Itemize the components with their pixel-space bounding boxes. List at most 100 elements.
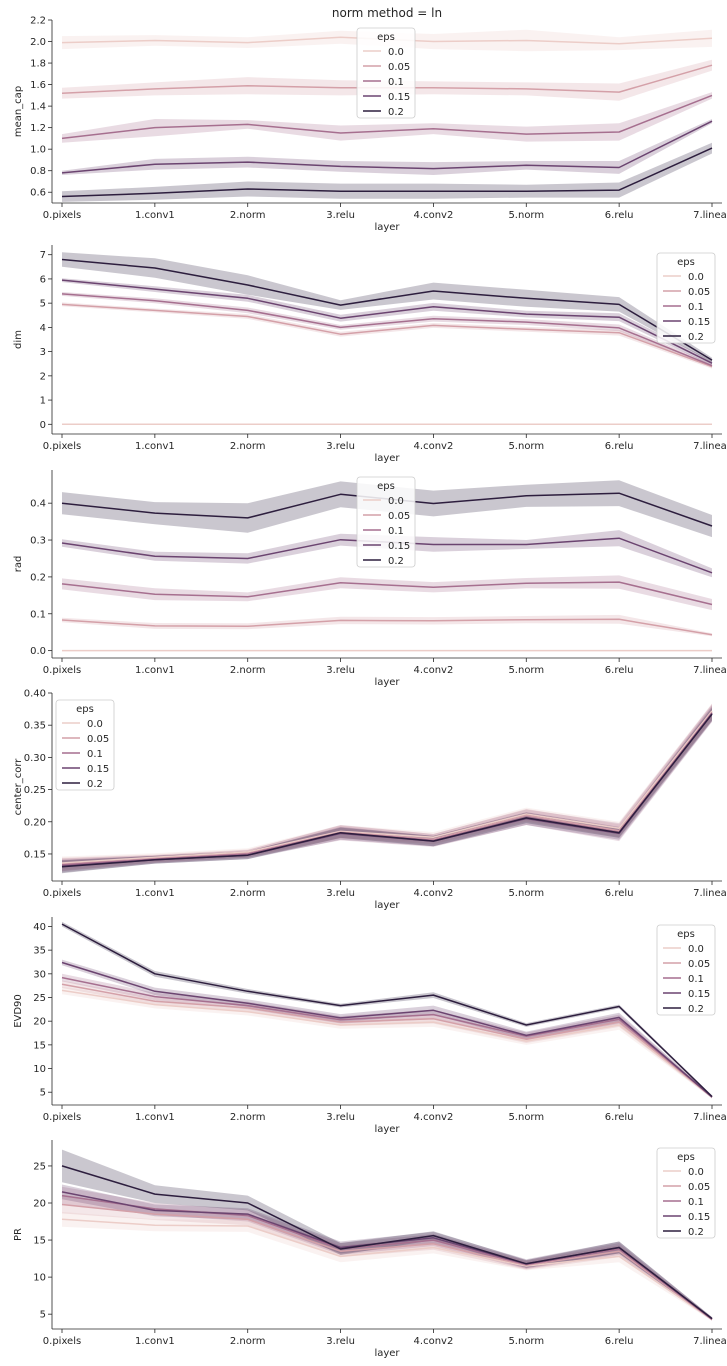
x-tick-label: 2.norm — [230, 888, 266, 899]
legend-entry-0.15: 0.15 — [388, 541, 410, 552]
series-line-0.1 — [61, 94, 713, 140]
x-tick-label: 0.pixels — [43, 888, 81, 899]
x-tick-label: 2.norm — [230, 210, 266, 221]
x-tick-label: 6.relu — [605, 888, 634, 899]
x-axis-label: layer — [374, 453, 400, 464]
legend-entry-0.1: 0.1 — [388, 526, 404, 537]
figure-title: norm method = ln — [332, 6, 442, 20]
x-tick-label: 3.relu — [326, 210, 355, 221]
confidence-band-0.1 — [62, 575, 712, 611]
legend: eps 0.0 0.05 0.1 0.15 0.2 — [356, 27, 416, 119]
x-tick-label: 1.conv1 — [135, 888, 175, 899]
confidence-band-0.2 — [62, 707, 712, 874]
legend-entry-0.2: 0.2 — [688, 332, 704, 343]
y-tick-label: 15 — [33, 1236, 46, 1247]
legend-entry-0.1: 0.1 — [688, 974, 704, 985]
x-axis-label: layer — [374, 900, 400, 911]
y-tick-label: 0.35 — [24, 721, 46, 732]
x-tick-label: 3.relu — [326, 441, 355, 452]
legend-entry-0.0: 0.0 — [388, 496, 404, 507]
confidence-band-0.1 — [62, 92, 712, 143]
x-tick-label: 7.linear — [693, 1112, 727, 1123]
x-tick-label: 2.norm — [230, 1112, 266, 1123]
confidence-band-0.15 — [62, 119, 712, 175]
y-tick-label: 1.8 — [30, 59, 46, 70]
series-line-0.15 — [61, 279, 713, 364]
series-line-0.05 — [61, 618, 713, 636]
x-tick-label: 0.pixels — [43, 665, 81, 676]
confidence-band-0.15 — [62, 705, 712, 873]
y-tick-label: 20 — [33, 1199, 46, 1210]
x-tick-label: 0.pixels — [43, 441, 81, 452]
confidence-band-0.0 — [62, 703, 712, 870]
y-tick-label: 0.8 — [30, 166, 46, 177]
y-tick-label: 1 — [40, 396, 46, 407]
y-tick-label: 35 — [33, 946, 46, 957]
x-tick-label: 4.conv2 — [414, 665, 454, 676]
series-line-0.2 — [61, 1165, 713, 1320]
y-tick-label: 0.1 — [30, 609, 46, 620]
chart-panel-rad: 0.0 0.1 0.2 0.3 0.4 0.pixels 1.conv1 2.norm 3.re… — [13, 470, 727, 688]
chart-panel-dim: 0 1 2 3 4 5 6 7 0.pixels 1.conv1 2.norm 3.relu 4.con… — [13, 245, 727, 464]
x-tick-label: 0.pixels — [43, 1112, 81, 1123]
legend: eps 0.0 0.05 0.1 0.15 0.2 — [656, 252, 716, 344]
legend: eps 0.0 0.05 0.1 0.15 0.2 — [656, 924, 716, 1016]
x-axis-label: layer — [374, 1348, 400, 1359]
y-tick-label: 1.0 — [30, 145, 46, 156]
legend-entry-0.2: 0.2 — [688, 1004, 704, 1015]
y-tick-label: 5 — [40, 1310, 46, 1321]
legend-entry-0.2: 0.2 — [688, 1227, 704, 1238]
legend-title: eps — [377, 32, 395, 43]
legend-entry-0.0: 0.0 — [688, 272, 704, 283]
y-tick-label: 4 — [40, 323, 46, 334]
confidence-band-0.0 — [62, 986, 712, 1099]
series-line-0.2 — [61, 713, 713, 868]
x-tick-label: 6.relu — [605, 665, 634, 676]
legend-title: eps — [76, 704, 94, 715]
legend: eps 0.0 0.05 0.1 0.15 0.2 — [356, 476, 416, 568]
y-tick-label: 0.3 — [30, 536, 46, 547]
y-tick-label: 0.20 — [24, 817, 46, 828]
y-tick-label: 1.4 — [30, 102, 46, 113]
panels: 0.6 0.8 1.0 1.2 1.4 1.6 1.8 2.0 2.2 0.pixels 1.con… — [13, 16, 727, 1360]
y-tick-label: 2 — [40, 371, 46, 382]
legend-title: eps — [677, 257, 695, 268]
y-tick-label: 7 — [40, 250, 46, 261]
y-tick-label: 10 — [33, 1064, 46, 1075]
legend: eps 0.0 0.05 0.1 0.15 0.2 — [55, 699, 115, 791]
series-line-0.1 — [61, 293, 713, 367]
legend-entry-0.15: 0.15 — [688, 1212, 710, 1223]
confidence-band-0.05 — [62, 1195, 712, 1321]
confidence-band-0.05 — [62, 704, 712, 871]
legend-entry-0.15: 0.15 — [688, 989, 710, 1000]
y-tick-label: 6 — [40, 274, 46, 285]
series-line-0.05 — [61, 983, 713, 1098]
x-tick-label: 7.linear — [693, 665, 727, 676]
legend-entry-0.05: 0.05 — [688, 1182, 710, 1193]
legend-entry-0.15: 0.15 — [388, 92, 410, 103]
legend-entry-0.0: 0.0 — [388, 47, 404, 58]
x-tick-label: 2.norm — [230, 1336, 266, 1347]
legend-title: eps — [677, 929, 695, 940]
y-tick-label: 2.2 — [30, 16, 46, 27]
x-tick-label: 1.conv1 — [135, 1112, 175, 1123]
x-tick-label: 4.conv2 — [414, 1336, 454, 1347]
series-line-0.15 — [61, 961, 713, 1098]
x-tick-label: 5.norm — [508, 1336, 544, 1347]
series-line-0.2 — [61, 147, 713, 198]
series-line-0.2 — [61, 258, 713, 361]
legend-entry-0.0: 0.0 — [688, 1167, 704, 1178]
chart-panel-center_corr: 0.15 0.20 0.25 0.30 0.35 0.40 0.pixels 1.conv1 2… — [13, 689, 727, 912]
series-line-0.0 — [61, 1218, 713, 1321]
x-tick-label: 2.norm — [230, 441, 266, 452]
y-tick-label: 0.30 — [24, 753, 46, 764]
y-axis-label: dim — [13, 330, 24, 349]
y-tick-label: 0.6 — [30, 188, 46, 199]
y-tick-label: 0.0 — [30, 646, 46, 657]
series-line-0.2 — [61, 923, 713, 1098]
y-tick-label: 5 — [40, 299, 46, 310]
legend-title: eps — [377, 481, 395, 492]
x-axis-label: layer — [374, 677, 400, 688]
y-tick-label: 1.2 — [30, 123, 46, 134]
confidence-band-0.2 — [62, 921, 712, 1098]
